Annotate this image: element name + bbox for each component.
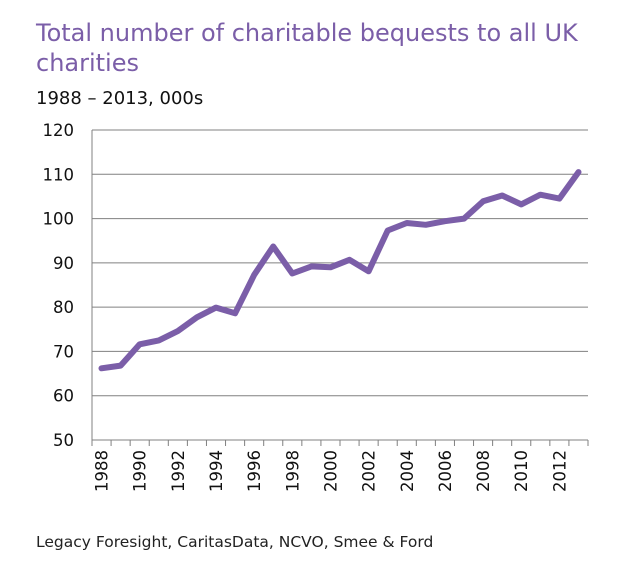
data-point xyxy=(158,339,160,341)
y-tick-label: 90 xyxy=(53,254,74,273)
data-point xyxy=(463,218,465,220)
data-point xyxy=(215,307,217,309)
chart-title: Total number of charitable bequests to a… xyxy=(36,19,578,77)
y-tick-label: 100 xyxy=(43,210,75,229)
y-tick-label: 70 xyxy=(53,342,74,361)
data-point xyxy=(539,194,541,196)
x-tick-label: 1988 xyxy=(93,450,112,492)
data-point xyxy=(368,270,370,272)
data-point xyxy=(120,365,122,367)
data-point xyxy=(349,259,351,261)
chart-subtitle: 1988 – 2013, 000s xyxy=(36,88,204,109)
data-point xyxy=(291,272,293,274)
x-tick-label: 1990 xyxy=(131,450,150,492)
data-point xyxy=(101,367,103,369)
data-point xyxy=(177,330,179,332)
source-note: Legacy Foresight, CaritasData, NCVO, Sme… xyxy=(36,533,434,551)
y-tick-label: 120 xyxy=(43,121,75,140)
x-tick-label: 2004 xyxy=(398,450,417,492)
x-tick-label: 2000 xyxy=(321,450,340,492)
x-tick-label: 2006 xyxy=(436,450,455,492)
data-point xyxy=(329,266,331,268)
y-tick-label: 80 xyxy=(53,298,74,317)
x-tick-label: 2002 xyxy=(360,450,379,492)
series-line xyxy=(98,169,582,372)
data-point xyxy=(406,222,408,224)
y-tick-label: 110 xyxy=(43,165,75,184)
x-tick-label: 1992 xyxy=(169,450,188,492)
y-tick-label: 50 xyxy=(53,431,74,450)
data-point xyxy=(444,220,446,222)
x-tick-label: 1994 xyxy=(207,450,226,492)
x-tick-label: 2012 xyxy=(550,450,569,492)
x-tick-label: 1998 xyxy=(283,450,302,492)
data-point xyxy=(520,203,522,205)
data-point xyxy=(425,224,427,226)
data-point xyxy=(253,274,255,276)
data-point xyxy=(558,198,560,200)
data-point xyxy=(577,171,579,173)
x-tick-label: 2010 xyxy=(512,450,531,492)
data-point xyxy=(234,312,236,314)
y-tick-label: 60 xyxy=(53,387,74,406)
data-point xyxy=(387,230,389,232)
data-point xyxy=(501,195,503,197)
x-tick-label: 1996 xyxy=(245,450,264,492)
data-point xyxy=(482,200,484,202)
data-point xyxy=(310,265,312,267)
data-point xyxy=(272,245,274,247)
data-point xyxy=(139,343,141,345)
x-tick-label: 2008 xyxy=(474,450,493,492)
line-chart: 50 60 70 80 90 100 110 120 1988 1990 1992 1994 1996 1… xyxy=(43,121,589,492)
data-point xyxy=(196,316,198,318)
